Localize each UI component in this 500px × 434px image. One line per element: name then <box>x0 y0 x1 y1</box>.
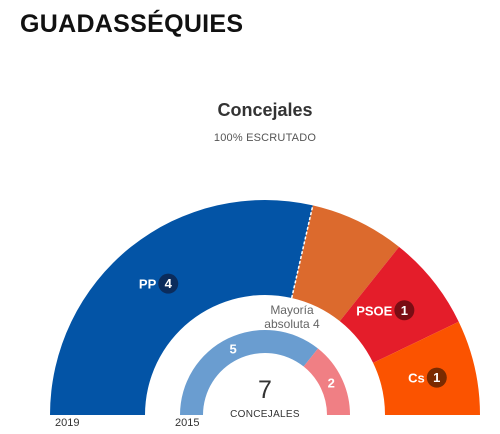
seat-label-psoe: PSOE 1 <box>356 300 415 321</box>
previous-seat-slice-2 <box>303 348 350 415</box>
seat-slice-unlabeled-1 <box>291 205 400 322</box>
seat-slice-pp <box>50 199 313 415</box>
seat-slice-cs <box>373 321 480 415</box>
year-label-previous: 2015 <box>175 417 200 429</box>
total-seats: 7 <box>258 376 272 404</box>
majority-label-line2: absoluta 4 <box>264 317 320 331</box>
seat-badge-psoe <box>394 300 415 321</box>
majority-marker <box>290 205 314 299</box>
seat-badge-pp <box>158 273 179 294</box>
municipality-title: GUADASSÉQUIES <box>20 10 244 38</box>
chart-subtitle: 100% ESCRUTADO <box>213 132 317 144</box>
seat-count-psoe: 1 <box>401 303 408 318</box>
party-name-pp: PP <box>139 277 157 292</box>
seat-count-cs: 1 <box>433 370 440 385</box>
previous-seat-count-1: 5 <box>229 341 236 356</box>
seat-label-cs: Cs 1 <box>408 367 447 388</box>
seat-count-pp: 4 <box>165 276 173 291</box>
total-seats-caption: CONCEJALES <box>230 409 300 420</box>
previous-seat-count-2: 2 <box>328 376 335 391</box>
previous-seat-slice-1 <box>180 330 318 415</box>
seat-badge-cs <box>426 367 447 388</box>
party-name-psoe: PSOE <box>356 303 392 318</box>
chart-title: Concejales <box>217 100 313 120</box>
year-label-current: 2019 <box>55 417 80 429</box>
seat-label-pp: PP 4 <box>139 273 179 294</box>
party-name-cs: Cs <box>408 371 425 386</box>
majority-label-line1: Mayoría <box>270 303 314 317</box>
